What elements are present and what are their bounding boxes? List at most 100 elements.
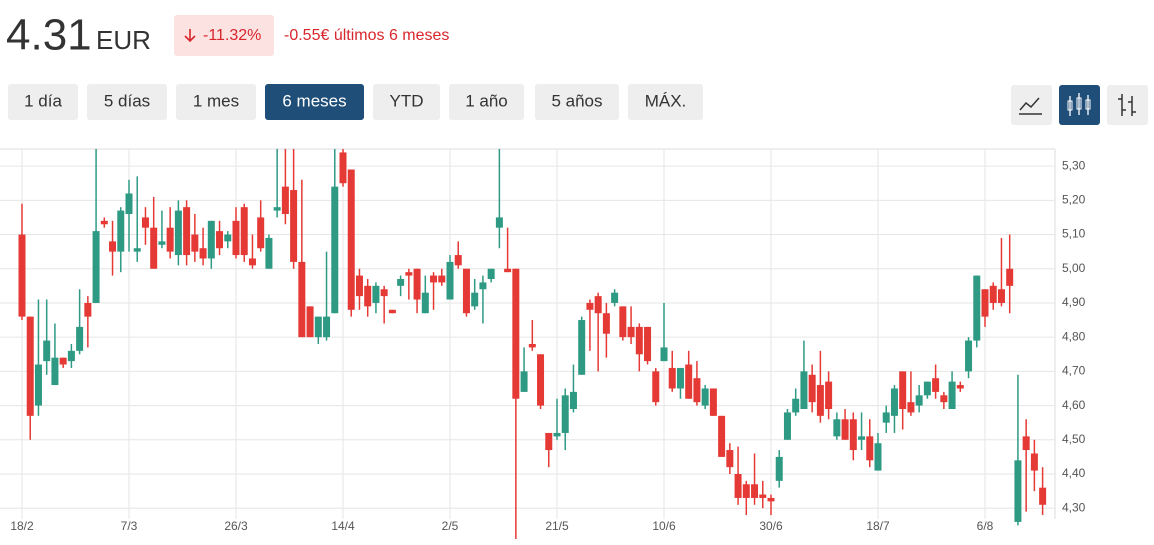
candle-body [701, 388, 709, 406]
candle-body [174, 210, 182, 256]
candle-body [783, 412, 791, 440]
candle-body [224, 234, 232, 242]
period-button[interactable]: YTD [373, 84, 440, 120]
candle-body [158, 241, 166, 245]
candle-body [150, 227, 158, 269]
y-tick-label: 4,30 [1062, 500, 1086, 514]
candle-body [586, 302, 594, 310]
chart-type-line[interactable] [1011, 85, 1052, 125]
candle-body [652, 371, 660, 403]
candle-body [43, 340, 51, 362]
x-tick-label: 18/2 [10, 519, 34, 533]
candle-body [997, 289, 1005, 303]
candle-body [67, 350, 75, 362]
candle-body [537, 354, 545, 406]
candle-body [504, 268, 512, 273]
candle-body [520, 371, 528, 392]
candle-body [981, 289, 989, 317]
candle-body [833, 419, 841, 437]
candle-body [734, 474, 742, 498]
candle-body [438, 275, 446, 283]
candle-body [454, 255, 462, 266]
y-tick-label: 5,20 [1062, 192, 1086, 206]
candle-body [751, 484, 759, 498]
period-button[interactable]: 1 día [8, 84, 78, 120]
candle-body [191, 234, 199, 252]
candle-body [553, 432, 561, 437]
candle-body [199, 248, 207, 259]
candle-body [405, 272, 413, 276]
button-bg [176, 84, 256, 120]
candle-body [882, 412, 890, 423]
x-tick-label: 18/7 [866, 519, 890, 533]
candle-body [26, 316, 34, 416]
candle-body [816, 385, 824, 416]
button-bg [265, 84, 364, 120]
button-bg [535, 84, 619, 120]
candle-body [471, 292, 479, 307]
candle-body [306, 306, 314, 338]
candle-body [545, 432, 553, 451]
candle-body [430, 275, 438, 283]
candle-body [866, 436, 874, 461]
change-text: -0.55€ últimos 6 meses [284, 27, 449, 44]
candle-body [611, 292, 619, 303]
candle-body [109, 241, 117, 252]
candle-body [668, 367, 676, 389]
candle-body [462, 268, 470, 314]
chart-type-candle[interactable] [1059, 85, 1100, 125]
candle-body [874, 443, 882, 471]
candle-body [825, 381, 833, 409]
x-tick-label: 6/8 [977, 519, 994, 533]
candle-body [1022, 436, 1030, 451]
down-arrow-icon [184, 29, 196, 43]
candle-body [569, 391, 577, 409]
button-label: MÁX. [645, 91, 687, 110]
y-tick-label: 5,00 [1062, 261, 1086, 275]
candle-body [792, 398, 800, 413]
candle-body [166, 227, 174, 252]
candle-body [117, 210, 125, 252]
candle-body [446, 261, 454, 300]
candle-body [257, 217, 265, 249]
y-tick-label: 4,50 [1062, 432, 1086, 446]
candle-body [594, 296, 602, 314]
y-tick-label: 4,40 [1062, 466, 1086, 480]
candle-body [767, 497, 775, 502]
currency: EUR [96, 25, 151, 55]
candle-body [413, 268, 421, 300]
candle-body [965, 340, 973, 372]
candle-body [59, 357, 67, 365]
candle-body [660, 347, 668, 362]
candle-body [216, 231, 224, 249]
x-tick-label: 14/4 [331, 519, 355, 533]
candle-body [141, 217, 149, 228]
candle-body [339, 152, 347, 184]
candle-body [858, 436, 866, 440]
period-button[interactable]: MÁX. [628, 84, 703, 120]
candle-body [183, 207, 191, 256]
candle-body [841, 419, 849, 440]
candle-body [421, 292, 429, 314]
period-button[interactable]: 1 año [449, 84, 524, 120]
candle-body [372, 285, 380, 303]
candle-body [84, 302, 92, 317]
button-bg [628, 84, 703, 120]
chart-type-ohlc[interactable] [1107, 85, 1148, 125]
candle-body [380, 289, 388, 297]
candle-body [76, 326, 84, 351]
candle-body [923, 381, 931, 396]
candle-body [619, 306, 627, 338]
candle-body [635, 326, 643, 355]
period-button[interactable]: 1 mes [176, 84, 256, 120]
candle-body [932, 378, 940, 392]
candle-body [281, 186, 289, 214]
candle-body [989, 285, 997, 303]
candle-body [273, 207, 281, 211]
candle-body [709, 388, 717, 416]
period-button[interactable]: 6 meses [265, 84, 364, 120]
candle-body [759, 494, 767, 498]
period-button[interactable]: 5 años [535, 84, 619, 120]
period-button[interactable]: 5 días [87, 84, 167, 120]
candle-body [92, 231, 100, 303]
